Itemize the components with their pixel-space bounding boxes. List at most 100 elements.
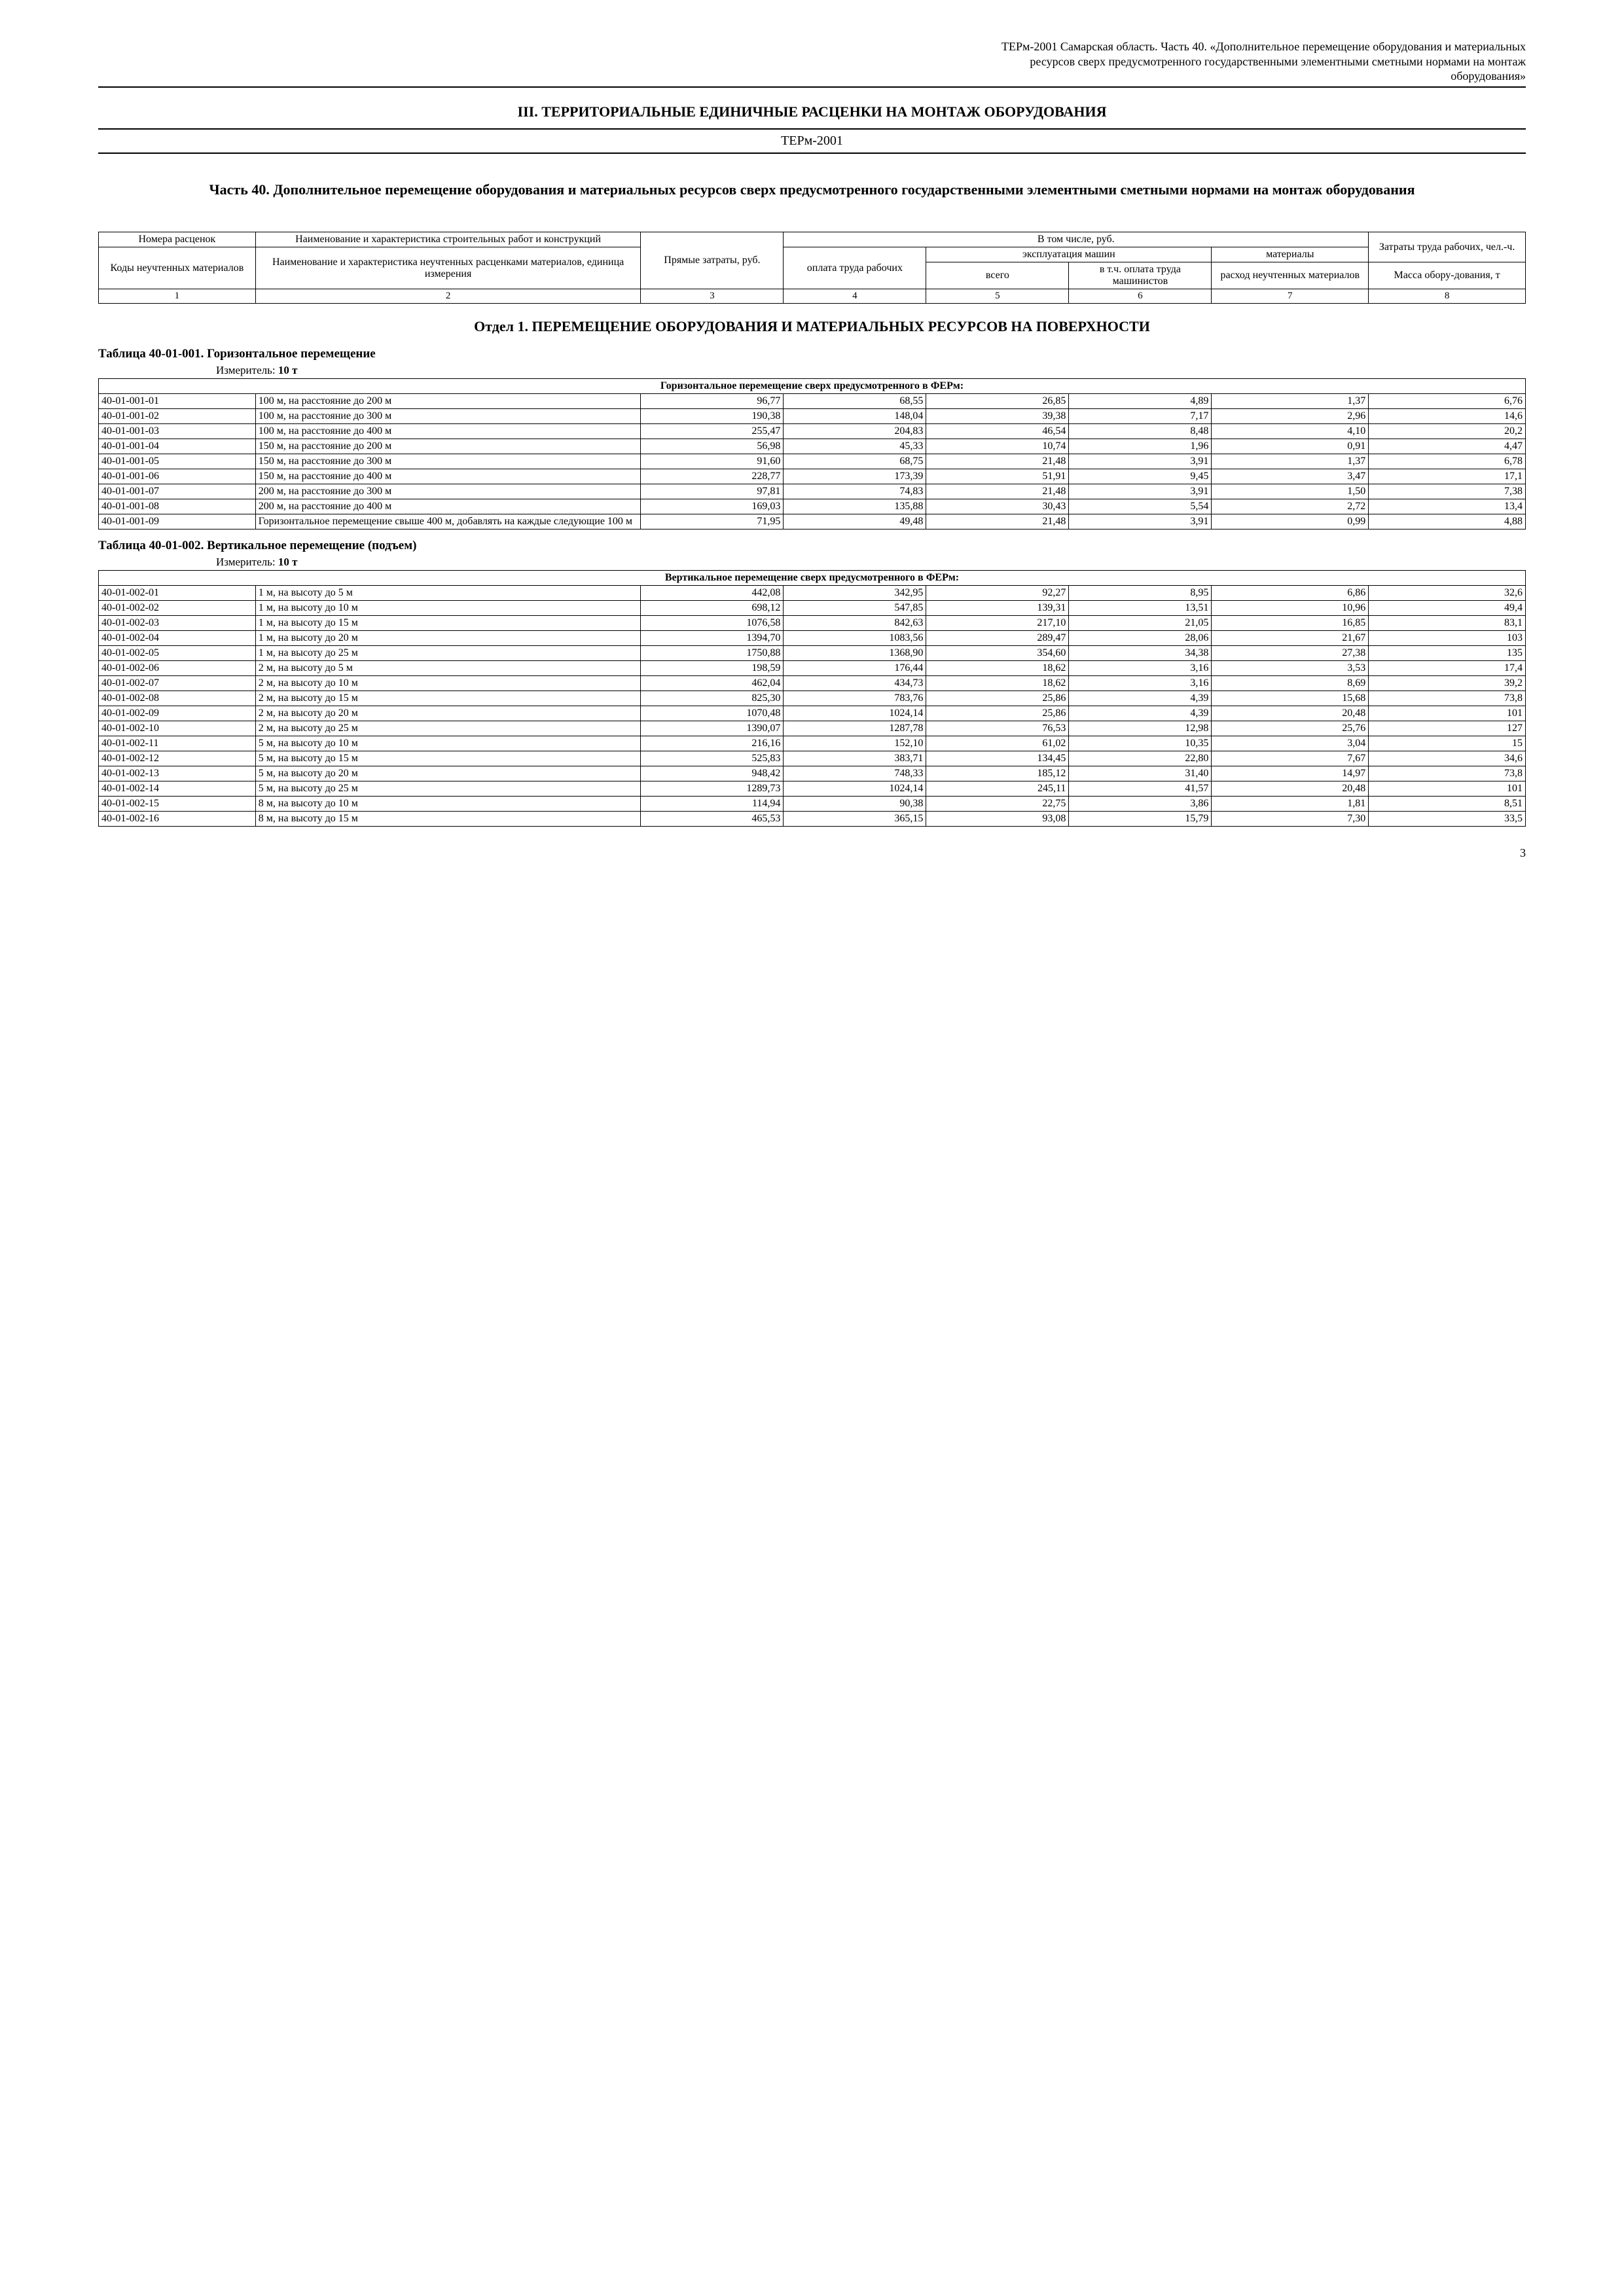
row-value: 783,76 — [784, 691, 926, 706]
row-value: 7,17 — [1069, 409, 1212, 424]
row-value: 198,59 — [641, 661, 784, 676]
row-value: 3,86 — [1069, 797, 1212, 812]
row-value: 152,10 — [784, 736, 926, 751]
table-row: 40-01-002-135 м, на высоту до 20 м948,42… — [99, 766, 1526, 781]
row-value: 354,60 — [926, 646, 1069, 661]
row-value: 127 — [1369, 721, 1526, 736]
row-desc: 1 м, на высоту до 25 м — [255, 646, 641, 661]
hdr-r1c8a: Затраты труда рабочих, чел.-ч. — [1369, 232, 1526, 262]
row-value: 3,04 — [1212, 736, 1369, 751]
row-code: 40-01-001-08 — [99, 499, 256, 514]
row-value: 46,54 — [926, 424, 1069, 439]
row-value: 21,48 — [926, 454, 1069, 469]
table-row: 40-01-002-115 м, на высоту до 10 м216,16… — [99, 736, 1526, 751]
row-value: 10,35 — [1069, 736, 1212, 751]
row-code: 40-01-002-12 — [99, 751, 256, 766]
table1: Горизонтальное перемещение сверх предусм… — [98, 378, 1526, 529]
table-row: 40-01-002-145 м, на высоту до 25 м1289,7… — [99, 781, 1526, 797]
row-value: 17,4 — [1369, 661, 1526, 676]
row-value: 25,86 — [926, 691, 1069, 706]
row-value: 21,48 — [926, 484, 1069, 499]
row-code: 40-01-002-03 — [99, 616, 256, 631]
row-value: 13,4 — [1369, 499, 1526, 514]
row-value: 2,96 — [1212, 409, 1369, 424]
hdr-r2c2: Наименование и характеристика неучтенных… — [255, 247, 641, 289]
row-value: 4,10 — [1212, 424, 1369, 439]
page-header: ТЕРм-2001 Самарская область. Часть 40. «… — [98, 39, 1526, 88]
colnum-6: 6 — [1069, 289, 1212, 304]
row-value: 61,02 — [926, 736, 1069, 751]
table-row: 40-01-002-125 м, на высоту до 15 м525,83… — [99, 751, 1526, 766]
row-value: 27,38 — [1212, 646, 1369, 661]
row-code: 40-01-001-06 — [99, 469, 256, 484]
row-value: 6,86 — [1212, 586, 1369, 601]
row-value: 14,6 — [1369, 409, 1526, 424]
table-row: 40-01-002-051 м, на высоту до 25 м1750,8… — [99, 646, 1526, 661]
row-value: 135 — [1369, 646, 1526, 661]
row-value: 1083,56 — [784, 631, 926, 646]
table-row: 40-01-002-072 м, на высоту до 10 м462,04… — [99, 676, 1526, 691]
row-value: 139,31 — [926, 601, 1069, 616]
row-value: 20,48 — [1212, 706, 1369, 721]
row-desc: 5 м, на высоту до 10 м — [255, 736, 641, 751]
row-desc: 1 м, на высоту до 10 м — [255, 601, 641, 616]
table-row: 40-01-001-03100 м, на расстояние до 400 … — [99, 424, 1526, 439]
row-value: 3,47 — [1212, 469, 1369, 484]
table1-subhead: Горизонтальное перемещение сверх предусм… — [99, 379, 1526, 394]
row-value: 3,53 — [1212, 661, 1369, 676]
row-value: 134,45 — [926, 751, 1069, 766]
row-code: 40-01-002-01 — [99, 586, 256, 601]
row-value: 1,50 — [1212, 484, 1369, 499]
row-value: 103 — [1369, 631, 1526, 646]
row-value: 216,16 — [641, 736, 784, 751]
row-value: 6,78 — [1369, 454, 1526, 469]
row-value: 1076,58 — [641, 616, 784, 631]
row-value: 68,55 — [784, 394, 926, 409]
table-row: 40-01-002-082 м, на высоту до 15 м825,30… — [99, 691, 1526, 706]
row-value: 6,76 — [1369, 394, 1526, 409]
row-desc: 1 м, на высоту до 15 м — [255, 616, 641, 631]
colnum-8: 8 — [1369, 289, 1526, 304]
table1-title: Таблица 40-01-001. Горизонтальное переме… — [98, 347, 1526, 361]
row-value: 173,39 — [784, 469, 926, 484]
table-row: 40-01-002-168 м, на высоту до 15 м465,53… — [99, 812, 1526, 827]
row-value: 1394,70 — [641, 631, 784, 646]
page-number: 3 — [98, 846, 1526, 860]
table-row: 40-01-001-08200 м, на расстояние до 400 … — [99, 499, 1526, 514]
row-value: 31,40 — [1069, 766, 1212, 781]
header-line3: оборудования» — [1451, 69, 1526, 82]
row-value: 169,03 — [641, 499, 784, 514]
row-value: 5,54 — [1069, 499, 1212, 514]
row-value: 22,80 — [1069, 751, 1212, 766]
row-value: 25,76 — [1212, 721, 1369, 736]
hdr-r2c1: Коды неучтенных материалов — [99, 247, 256, 289]
row-value: 13,51 — [1069, 601, 1212, 616]
row-value: 547,85 — [784, 601, 926, 616]
row-value: 30,43 — [926, 499, 1069, 514]
row-value: 7,38 — [1369, 484, 1526, 499]
row-value: 442,08 — [641, 586, 784, 601]
row-value: 17,1 — [1369, 469, 1526, 484]
row-desc: 8 м, на высоту до 15 м — [255, 812, 641, 827]
row-value: 73,8 — [1369, 691, 1526, 706]
row-value: 76,53 — [926, 721, 1069, 736]
table-row: 40-01-001-07200 м, на расстояние до 300 … — [99, 484, 1526, 499]
row-desc: 2 м, на высоту до 5 м — [255, 661, 641, 676]
row-desc: 1 м, на высоту до 20 м — [255, 631, 641, 646]
row-value: 96,77 — [641, 394, 784, 409]
row-value: 1,81 — [1212, 797, 1369, 812]
row-value: 190,38 — [641, 409, 784, 424]
row-value: 1,37 — [1212, 394, 1369, 409]
row-desc: 150 м, на расстояние до 300 м — [255, 454, 641, 469]
table-row: 40-01-002-092 м, на высоту до 20 м1070,4… — [99, 706, 1526, 721]
row-value: 14,97 — [1212, 766, 1369, 781]
row-desc: 100 м, на расстояние до 400 м — [255, 424, 641, 439]
row-desc: 150 м, на расстояние до 200 м — [255, 439, 641, 454]
table2-subhead: Вертикальное перемещение сверх предусмот… — [99, 571, 1526, 586]
row-value: 15,79 — [1069, 812, 1212, 827]
row-code: 40-01-001-02 — [99, 409, 256, 424]
section1-title: Отдел 1. ПЕРЕМЕЩЕНИЕ ОБОРУДОВАНИЯ И МАТЕ… — [98, 318, 1526, 335]
row-value: 74,83 — [784, 484, 926, 499]
table2-title: Таблица 40-01-002. Вертикальное перемеще… — [98, 539, 1526, 553]
row-value: 22,75 — [926, 797, 1069, 812]
